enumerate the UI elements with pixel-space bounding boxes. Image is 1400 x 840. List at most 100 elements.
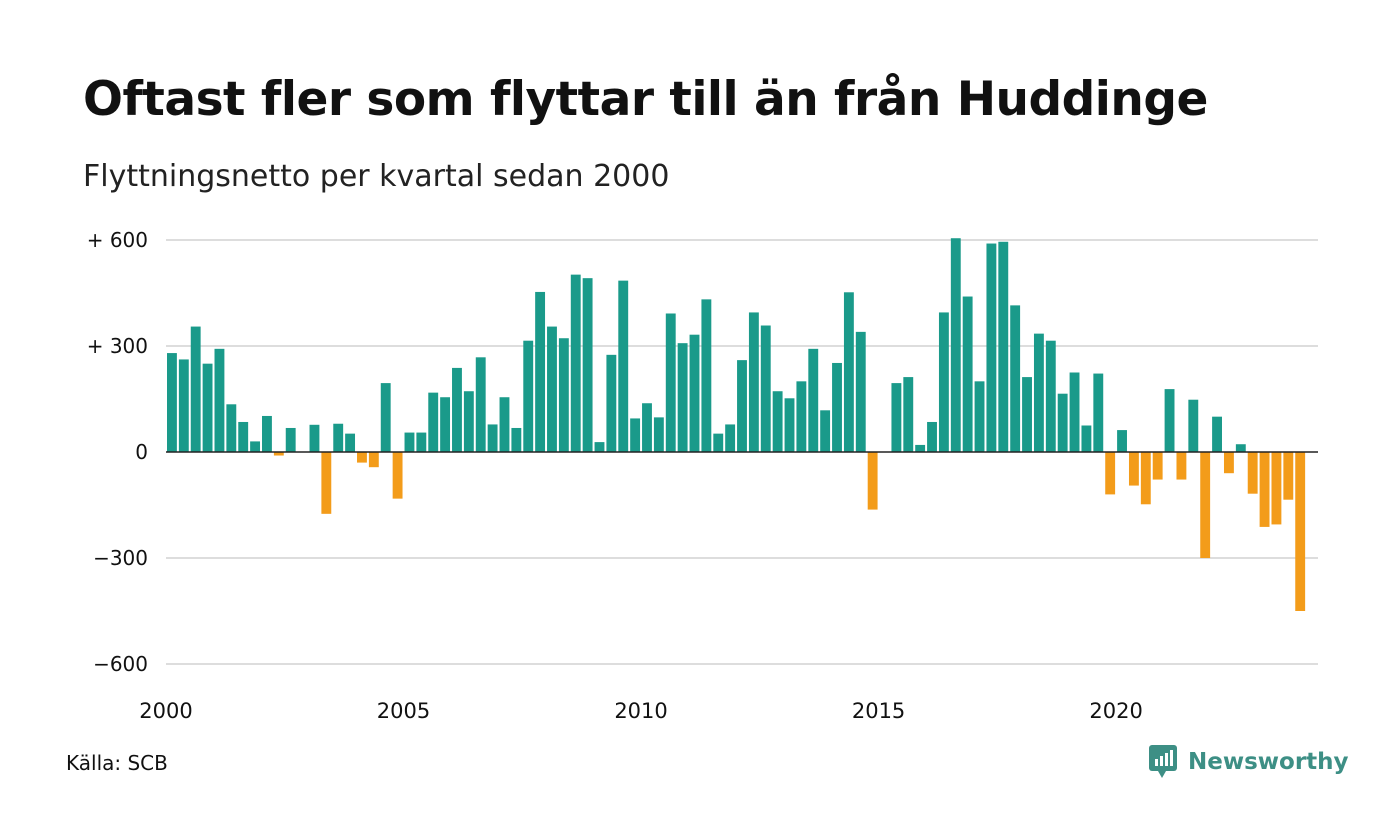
bar-quarter-77 (1069, 372, 1080, 452)
bar-quarter-26 (463, 391, 474, 452)
y-tick-label: 0 (135, 440, 148, 464)
bar-quarter-27 (475, 357, 486, 452)
bar-quarter-93 (1259, 452, 1270, 527)
bar-quarter-13 (309, 424, 320, 452)
bar-quarter-30 (511, 427, 522, 452)
bar-quarter-71 (998, 241, 1009, 452)
bar-quarter-74 (1033, 333, 1044, 452)
y-tick-label: + 300 (87, 334, 148, 358)
bar-quarter-59 (855, 331, 866, 452)
bar-quarter-6 (226, 404, 237, 452)
bar-quarter-84 (1152, 452, 1163, 480)
bar-quarter-40 (630, 418, 641, 452)
bar-quarter-5 (214, 348, 225, 452)
bar-quarter-42 (653, 417, 664, 452)
bar-quarter-94 (1271, 452, 1282, 525)
bar-quarter-35 (570, 274, 581, 452)
bar-quarter-66 (938, 312, 949, 452)
bar-quarter-4 (202, 363, 213, 452)
bar-quarter-41 (642, 403, 652, 452)
x-tick-label: 2010 (614, 699, 667, 723)
bar-quarter-23 (428, 392, 439, 452)
bar-quarter-11 (285, 427, 296, 452)
bar-quarter-90 (1223, 452, 1234, 474)
bar-quarter-62 (891, 383, 902, 452)
bar-quarter-34 (558, 338, 569, 452)
bar-quarter-67 (950, 238, 961, 452)
bar-quarter-29 (499, 397, 510, 452)
bar-quarter-37 (594, 442, 605, 452)
bar-quarter-86 (1176, 452, 1187, 480)
bar-quarter-15 (333, 423, 344, 452)
bar-quarter-24 (440, 397, 451, 452)
bar-quarter-55 (808, 348, 819, 452)
bar-quarter-88 (1200, 452, 1211, 558)
x-axis-ticks: 2000 2005 2010 2015 2020 (139, 699, 1143, 723)
brand-logo[interactable]: Newsworthy (1148, 744, 1349, 780)
bar-quarter-81 (1117, 430, 1127, 452)
bar-quarter-51 (760, 325, 771, 452)
chart-title: Oftast fler som flyttar till än från Hud… (83, 72, 1208, 127)
source-note: Källa: SCB (66, 751, 168, 775)
bar-quarter-39 (618, 280, 629, 452)
bar-quarter-38 (606, 354, 617, 452)
bar-quarter-20 (392, 452, 403, 499)
x-tick-label: 2020 (1089, 699, 1142, 723)
bar-quarter-10 (273, 452, 284, 456)
bar-quarter-45 (689, 334, 700, 452)
bar-quarter-2 (178, 359, 189, 452)
bar-quarter-91 (1235, 444, 1246, 452)
bar-quarter-31 (523, 340, 534, 452)
bar-quarter-46 (701, 299, 712, 452)
bar-quarter-7 (238, 421, 249, 452)
bar-quarter-89 (1212, 416, 1222, 452)
bar-quarter-82 (1128, 452, 1139, 486)
bar-quarter-56 (820, 410, 831, 452)
bar-quarter-49 (737, 360, 747, 452)
chart-subtitle: Flyttningsnetto per kvartal sedan 2000 (83, 159, 670, 194)
bar-quarter-69 (974, 381, 985, 452)
bar-quarter-50 (748, 312, 759, 452)
bar-quarter-21 (404, 432, 415, 452)
bar-quarter-32 (535, 291, 546, 452)
bar-quarter-44 (677, 343, 688, 452)
bar-quarter-3 (190, 326, 201, 452)
bar-quarter-83 (1140, 452, 1151, 505)
bar-quarter-80 (1105, 452, 1116, 495)
x-tick-label: 2000 (139, 699, 192, 723)
bars (167, 238, 1306, 611)
bar-quarter-68 (962, 296, 973, 452)
bar-quarter-64 (915, 444, 926, 452)
bar-quarter-36 (582, 278, 593, 452)
y-axis-ticks: + 600 + 300 0 −300 −600 (87, 228, 148, 676)
bar-quarter-1 (167, 353, 177, 452)
bar-quarter-78 (1081, 425, 1092, 452)
bar-quarter-96 (1295, 452, 1306, 611)
bar-quarter-57 (832, 362, 842, 452)
bar-quarter-70 (986, 243, 997, 452)
bar-quarter-53 (784, 398, 795, 452)
bar-quarter-28 (487, 424, 498, 452)
bar-quarter-19 (380, 383, 391, 452)
bar-quarter-92 (1247, 452, 1258, 494)
bar-quarter-22 (416, 432, 427, 452)
bar-quarter-85 (1164, 389, 1175, 452)
bar-quarter-47 (713, 433, 724, 452)
bar-quarter-65 (927, 421, 937, 452)
bar-quarter-18 (368, 452, 379, 468)
bar-quarter-25 (452, 367, 462, 452)
newsworthy-logo-icon (1149, 745, 1177, 778)
bar-quarter-9 (262, 415, 272, 452)
x-tick-label: 2005 (377, 699, 430, 723)
bar-quarter-8 (250, 441, 261, 452)
y-tick-label: + 600 (87, 228, 148, 252)
bar-quarter-48 (725, 424, 736, 452)
bar-quarter-63 (903, 377, 914, 452)
bar-quarter-33 (547, 326, 557, 452)
bar-quarter-54 (796, 381, 807, 452)
bar-quarter-52 (772, 391, 783, 452)
bar-quarter-76 (1057, 393, 1068, 452)
bar-quarter-72 (1010, 305, 1021, 452)
bar-quarter-87 (1188, 399, 1199, 452)
